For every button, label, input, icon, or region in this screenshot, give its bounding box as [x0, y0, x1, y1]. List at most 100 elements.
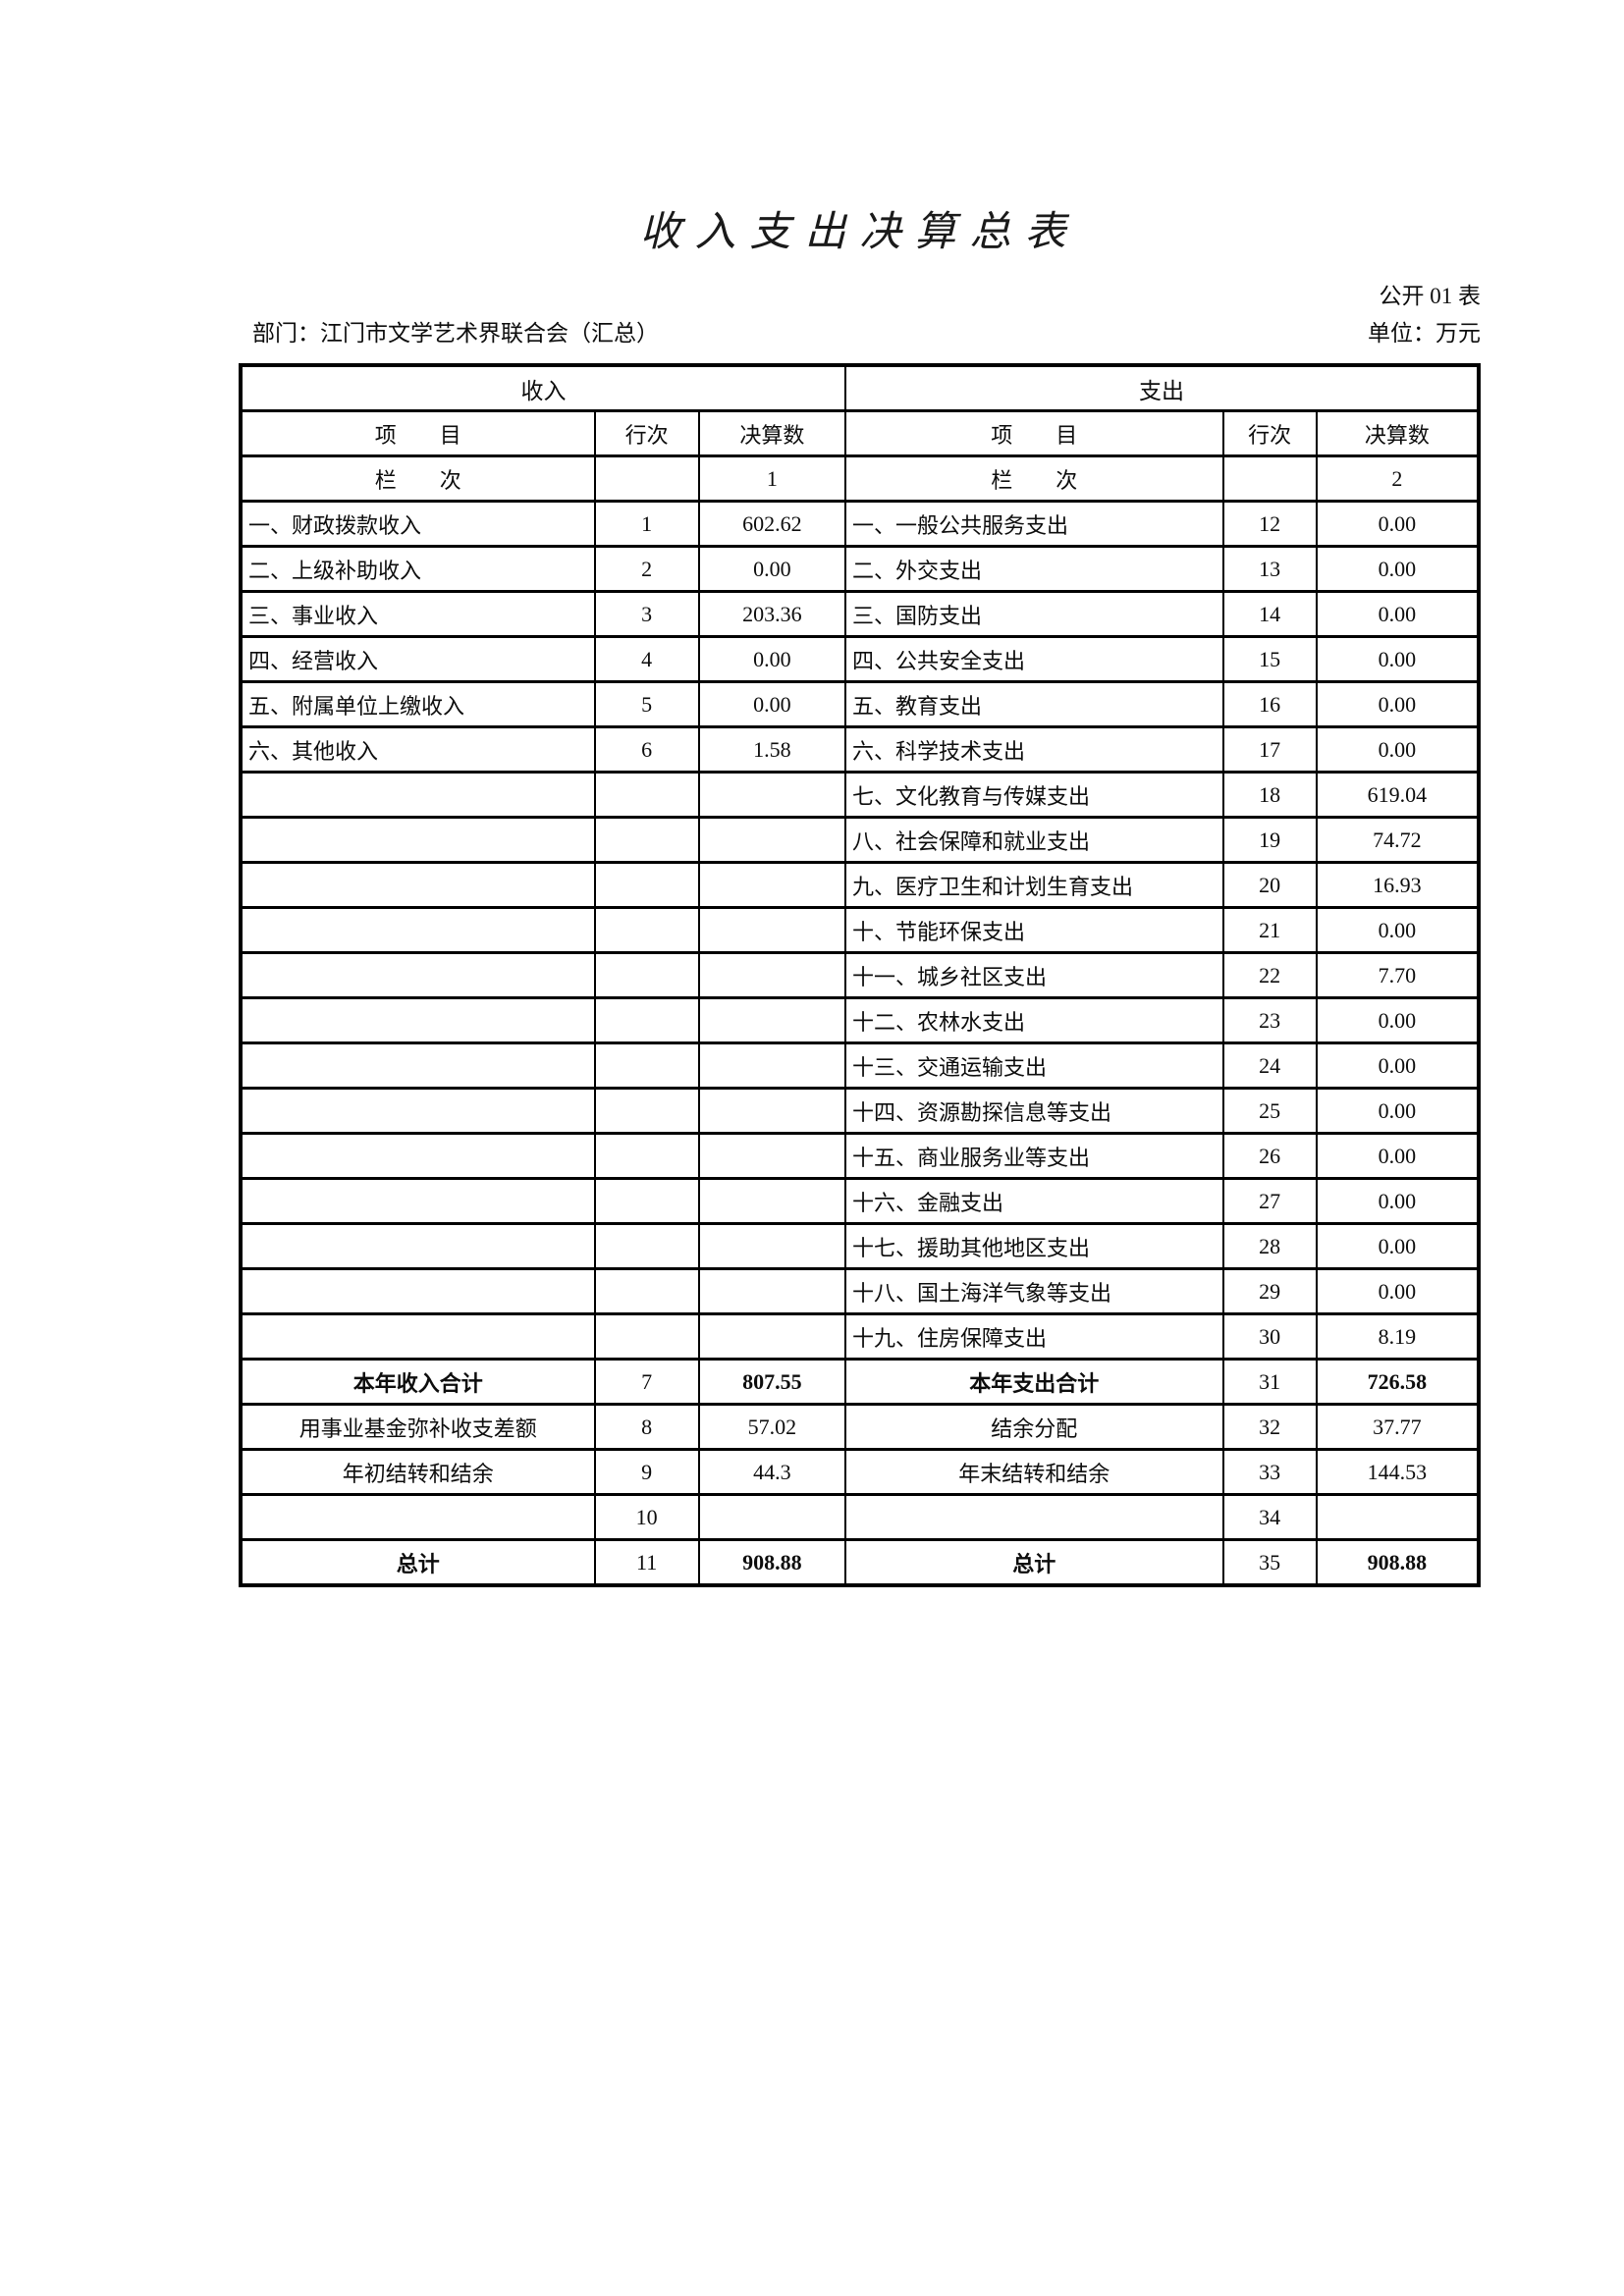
- expense-amount-cell: 0.00: [1315, 590, 1481, 638]
- expense-item-cell: 七、文化教育与传媒支出: [843, 771, 1224, 819]
- income-amount-cell: [697, 996, 846, 1044]
- summary-row: 用事业基金弥补收支差额 8 57.02 结余分配 32 37.77: [240, 1403, 1481, 1451]
- income-item-cell: [240, 996, 596, 1044]
- income-rowno-cell: [593, 861, 700, 909]
- expense-rowno-cell: 25: [1221, 1087, 1318, 1135]
- income-amount-cell: 0.00: [697, 635, 846, 683]
- expense-amount-cell: 0.00: [1315, 1087, 1481, 1135]
- income-amount-cell: 203.36: [697, 590, 846, 638]
- expense-item-cell: 本年支出合计: [843, 1358, 1224, 1406]
- expense-rowno-cell: 31: [1221, 1358, 1318, 1406]
- income-rowno-cell: [593, 1132, 700, 1180]
- expense-amount-cell: 0.00: [1315, 1041, 1481, 1090]
- expense-item-cell: 十三、交通运输支出: [843, 1041, 1224, 1090]
- expense-rowno-cell: 15: [1221, 635, 1318, 683]
- expense-column-index: 2: [1315, 454, 1481, 503]
- expense-amount-cell: 0.00: [1315, 996, 1481, 1044]
- income-item-cell: [240, 1041, 596, 1090]
- income-item-cell: [240, 816, 596, 864]
- table-row: 十一、城乡社区支出 22 7.70: [240, 951, 1481, 999]
- table-row: 十三、交通运输支出 24 0.00: [240, 1041, 1481, 1090]
- expense-rowno-cell: 21: [1221, 906, 1318, 954]
- expense-item-cell: 十、节能环保支出: [843, 906, 1224, 954]
- expense-rowno-cell: 30: [1221, 1312, 1318, 1361]
- expense-amount-cell: 8.19: [1315, 1312, 1481, 1361]
- table-row: 六、其他收入 6 1.58 六、科学技术支出 17 0.00: [240, 725, 1481, 774]
- summary-row: 本年收入合计 7 807.55 本年支出合计 31 726.58: [240, 1358, 1481, 1406]
- income-rowno-cell: 6: [593, 725, 700, 774]
- income-item-cell: [240, 861, 596, 909]
- income-amount-cell: [697, 771, 846, 819]
- income-item-cell: 本年收入合计: [240, 1358, 596, 1406]
- income-amount-cell: [697, 1177, 846, 1225]
- income-item-cell: [240, 1132, 596, 1180]
- table-row: 十六、金融支出 27 0.00: [240, 1177, 1481, 1225]
- income-rowno-cell: 4: [593, 635, 700, 683]
- expense-rowno-cell: 23: [1221, 996, 1318, 1044]
- income-rowno-cell: [593, 1041, 700, 1090]
- expense-amount-cell: 7.70: [1315, 951, 1481, 999]
- table-row: 十、节能环保支出 21 0.00: [240, 906, 1481, 954]
- expense-item-cell: 年末结转和结余: [843, 1448, 1224, 1496]
- expense-amount-cell: 908.88: [1315, 1538, 1481, 1587]
- income-amount-cell: [697, 1132, 846, 1180]
- income-rowno-cell: [593, 1177, 700, 1225]
- income-item-cell: [240, 1312, 596, 1361]
- income-item-cell: [240, 1177, 596, 1225]
- income-item-cell: 年初结转和结余: [240, 1448, 596, 1496]
- expense-rowno-cell: 35: [1221, 1538, 1318, 1587]
- income-rowno-cell: [593, 816, 700, 864]
- expense-item-cell: 十七、援助其他地区支出: [843, 1222, 1224, 1270]
- table-row: 二、上级补助收入 2 0.00 二、外交支出 13 0.00: [240, 545, 1481, 593]
- expense-amount-cell: 16.93: [1315, 861, 1481, 909]
- expense-lanci-label: 栏 次: [843, 454, 1224, 503]
- expense-rowno-cell: 13: [1221, 545, 1318, 593]
- expense-amount-cell: 0.00: [1315, 500, 1481, 548]
- income-rowno-cell: 9: [593, 1448, 700, 1496]
- expense-amount-cell: 74.72: [1315, 816, 1481, 864]
- summary-row: 10 34: [240, 1493, 1481, 1541]
- expense-rowno-cell: 22: [1221, 951, 1318, 999]
- expense-amount-cell: [1315, 1493, 1481, 1541]
- expense-amount-cell: 0.00: [1315, 725, 1481, 774]
- income-item-cell: [240, 771, 596, 819]
- income-amount-cell: [697, 1222, 846, 1270]
- income-lanci-label: 栏 次: [240, 454, 596, 503]
- income-amount-cell: 0.00: [697, 680, 846, 728]
- expense-item-cell: 十九、住房保障支出: [843, 1312, 1224, 1361]
- income-rowno-cell: 2: [593, 545, 700, 593]
- income-rowno-cell: 1: [593, 500, 700, 548]
- expense-item-cell: 四、公共安全支出: [843, 635, 1224, 683]
- income-rowno-cell: [593, 1312, 700, 1361]
- expense-item-cell: 二、外交支出: [843, 545, 1224, 593]
- income-rowno-cell: [593, 1267, 700, 1315]
- expense-amount-cell: 37.77: [1315, 1403, 1481, 1451]
- expense-rowno-cell: 34: [1221, 1493, 1318, 1541]
- income-amount-cell: 602.62: [697, 500, 846, 548]
- table-row: 十二、农林水支出 23 0.00: [240, 996, 1481, 1044]
- table-row: 三、事业收入 3 203.36 三、国防支出 14 0.00: [240, 590, 1481, 638]
- expense-rowno-cell: 16: [1221, 680, 1318, 728]
- expense-item-cell: 九、医疗卫生和计划生育支出: [843, 861, 1224, 909]
- expense-item-cell: 十六、金融支出: [843, 1177, 1224, 1225]
- expense-rowno-cell: 29: [1221, 1267, 1318, 1315]
- page-title: 收入支出决算总表: [639, 210, 1080, 255]
- budget-summary-table: 收入 支出 项 目 行次 决算数 项 目 行次 决算数 栏 次 1 栏 次 2 …: [239, 363, 1481, 1587]
- column-header-row: 项 目 行次 决算数 项 目 行次 决算数: [240, 409, 1481, 457]
- income-rowno-cell: 10: [593, 1493, 700, 1541]
- income-amount-cell: [697, 1041, 846, 1090]
- department-label: 部门：江门市文学艺术界联合会（汇总）: [252, 321, 659, 346]
- expense-amount-cell: 619.04: [1315, 771, 1481, 819]
- expense-amount-cell: 0.00: [1315, 1267, 1481, 1315]
- income-item-cell: 二、上级补助收入: [240, 545, 596, 593]
- expense-item-cell: 十八、国土海洋气象等支出: [843, 1267, 1224, 1315]
- income-amount-cell: 0.00: [697, 545, 846, 593]
- expense-rowno-cell: 20: [1221, 861, 1318, 909]
- income-item-cell: 六、其他收入: [240, 725, 596, 774]
- expense-item-cell: [843, 1493, 1224, 1541]
- income-rowno-cell: [593, 906, 700, 954]
- income-item-cell: [240, 951, 596, 999]
- table-row: 十四、资源勘探信息等支出 25 0.00: [240, 1087, 1481, 1135]
- column-index-row: 栏 次 1 栏 次 2: [240, 454, 1481, 503]
